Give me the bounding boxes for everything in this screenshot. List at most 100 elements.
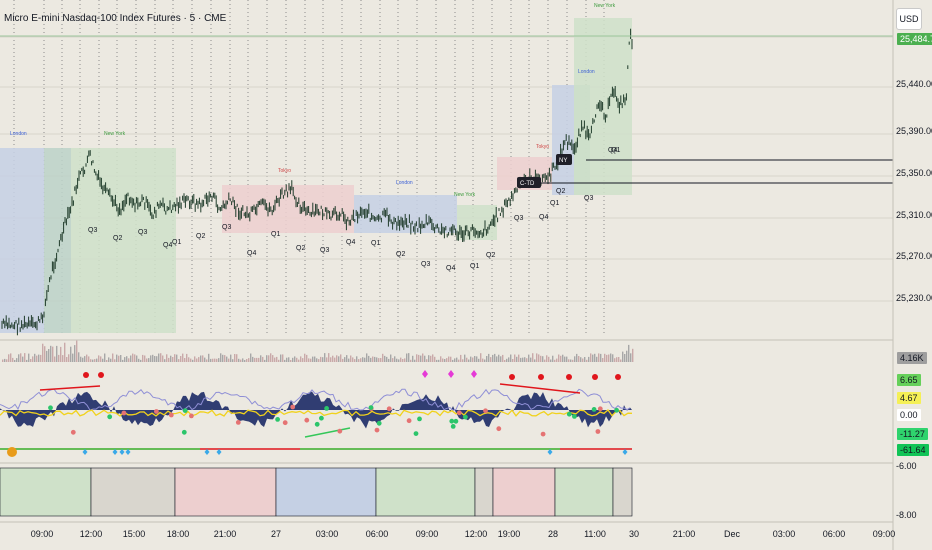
volume-bar bbox=[178, 359, 180, 362]
volume-bar bbox=[588, 356, 590, 362]
volume-bar bbox=[330, 357, 332, 362]
volume-bar bbox=[4, 358, 6, 362]
volume-bar bbox=[96, 358, 98, 362]
volume-bar bbox=[470, 356, 472, 362]
quarter-label: Q2 bbox=[556, 188, 565, 195]
volume-bar bbox=[284, 359, 286, 362]
volume-bar bbox=[300, 356, 302, 362]
volume-bar bbox=[174, 354, 176, 362]
volume-bar bbox=[144, 355, 146, 362]
volume-bar bbox=[108, 357, 110, 362]
volume-bar bbox=[204, 357, 206, 362]
price-label: 25,270.00 bbox=[896, 251, 932, 261]
volume-bar bbox=[112, 353, 114, 362]
volume-bar bbox=[490, 357, 492, 362]
volume-bar bbox=[78, 352, 80, 362]
volume-bar bbox=[482, 358, 484, 362]
volume-bar bbox=[124, 357, 126, 362]
volume-bar bbox=[110, 358, 112, 362]
volume-bar bbox=[426, 359, 428, 362]
volume-bar bbox=[184, 358, 186, 362]
volume-bar bbox=[268, 355, 270, 362]
current-price-badge: 25,484.75 bbox=[897, 33, 932, 45]
signal-dot bbox=[483, 408, 488, 414]
signal-dot bbox=[235, 420, 241, 425]
volume-bar bbox=[592, 354, 594, 362]
volume-bar bbox=[40, 354, 42, 362]
volume-bar bbox=[528, 354, 530, 362]
trend-line bbox=[39, 385, 101, 391]
volume-bar bbox=[142, 354, 144, 362]
signal-diamond bbox=[119, 449, 125, 455]
volume-bar bbox=[618, 357, 620, 362]
time-label: 09:00 bbox=[415, 529, 439, 539]
session-block bbox=[554, 467, 614, 517]
volume-bar bbox=[624, 354, 626, 362]
volume-bar bbox=[118, 355, 120, 362]
signal-dot bbox=[566, 374, 572, 380]
signal-dot bbox=[7, 447, 17, 457]
quarter-label: Q2 bbox=[113, 235, 122, 242]
currency-button[interactable]: USD bbox=[896, 8, 922, 30]
volume-bar bbox=[600, 353, 602, 362]
session-zone bbox=[0, 148, 44, 333]
signal-diamond bbox=[622, 449, 628, 455]
volume-bar bbox=[150, 355, 152, 362]
volume-bar bbox=[580, 357, 582, 362]
volume-bar bbox=[632, 348, 634, 362]
volume-bar bbox=[334, 357, 336, 362]
signal-dot bbox=[275, 417, 280, 422]
volume-bar bbox=[440, 356, 442, 362]
signal-dot bbox=[386, 406, 392, 412]
signal-dot bbox=[453, 418, 459, 424]
signal-dot bbox=[591, 407, 597, 412]
volume-bar bbox=[598, 353, 600, 362]
volume-bar bbox=[612, 354, 614, 362]
signal-dot bbox=[304, 417, 310, 423]
volume-bar bbox=[536, 353, 538, 362]
volume-bar bbox=[596, 356, 598, 362]
volume-bar bbox=[148, 358, 150, 362]
quarter-label: Q2 bbox=[486, 252, 495, 259]
volume-bar bbox=[58, 354, 60, 362]
volume-bar bbox=[464, 354, 466, 362]
signal-dot bbox=[182, 408, 188, 413]
volume-bar bbox=[152, 354, 154, 362]
volume-bar bbox=[308, 358, 310, 362]
session-strip bbox=[0, 467, 633, 517]
volume-bar bbox=[282, 354, 284, 362]
volume-bar bbox=[418, 354, 420, 362]
volume-bar bbox=[410, 359, 412, 362]
volume-bar bbox=[626, 350, 628, 362]
volume-bar bbox=[406, 353, 408, 362]
session-block bbox=[0, 467, 92, 517]
signal-diamond bbox=[547, 449, 553, 455]
price-label: 25,350.00 bbox=[896, 168, 932, 178]
volume-bar bbox=[510, 354, 512, 362]
volume-bar bbox=[614, 358, 616, 362]
session-label: New York bbox=[594, 3, 616, 9]
volume-bar bbox=[260, 355, 262, 362]
volume-bar bbox=[522, 357, 524, 362]
volume-bar bbox=[506, 358, 508, 362]
volume-bar bbox=[534, 359, 536, 362]
session-block bbox=[375, 467, 476, 517]
volume-bar bbox=[190, 358, 192, 362]
volume-bar bbox=[408, 353, 410, 362]
volume-bar bbox=[312, 356, 314, 362]
volume-bar bbox=[114, 359, 116, 362]
price-label: 25,310.00 bbox=[896, 210, 932, 220]
volume-bar bbox=[512, 359, 514, 362]
volume-bar bbox=[394, 356, 396, 362]
volume-bar bbox=[222, 354, 224, 362]
volume-bar bbox=[492, 354, 494, 362]
volume-bar bbox=[44, 346, 46, 362]
volume-bar bbox=[392, 358, 394, 362]
volume-bar bbox=[500, 356, 502, 362]
volume-bar bbox=[514, 354, 516, 362]
volume-bar bbox=[554, 359, 556, 362]
session-label: New York bbox=[454, 192, 476, 198]
volume-bar bbox=[328, 353, 330, 362]
volume-bar bbox=[248, 358, 250, 362]
